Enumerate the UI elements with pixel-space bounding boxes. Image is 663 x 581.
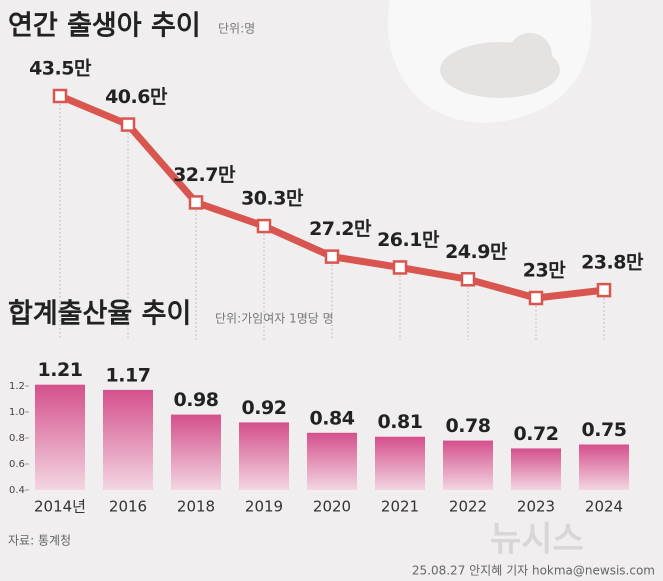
- value-label: 32.7만: [173, 164, 236, 186]
- credit: 25.08.27 안지혜 기자 hokma@newsis.com: [412, 564, 655, 578]
- illustration: [388, 0, 592, 123]
- bar: [307, 432, 357, 490]
- value-label: 40.6만: [105, 86, 168, 108]
- x-tick-label: 2022: [449, 498, 487, 516]
- value-label: 26.1만: [377, 229, 440, 251]
- marker: [52, 88, 68, 104]
- x-tick-label: 2021: [381, 498, 419, 516]
- value-label: 0.92: [242, 397, 287, 419]
- marker: [460, 272, 476, 287]
- bar: [35, 384, 85, 490]
- value-label: 1.17: [106, 364, 151, 386]
- marker: [392, 260, 408, 275]
- value-label: 0.84: [310, 407, 355, 429]
- bar: [239, 422, 289, 490]
- unit-label: 단위:명: [218, 22, 255, 36]
- value-label: 24.9만: [445, 241, 508, 263]
- value-label: 30.3만: [241, 188, 304, 210]
- value-label: 23만: [523, 260, 566, 282]
- value-label: 0.72: [514, 423, 559, 445]
- value-label: 0.98: [174, 389, 219, 411]
- marker: [188, 195, 204, 210]
- marker: [528, 290, 544, 306]
- marker: [256, 218, 272, 234]
- bar: [443, 440, 493, 490]
- y-tick-label: 0.4: [9, 485, 25, 496]
- y-tick-label: 0.8: [9, 433, 25, 444]
- bar: [579, 444, 629, 490]
- chart-title: 합계출산율 추이: [8, 299, 191, 330]
- x-tick-label: 2023: [517, 498, 555, 516]
- value-label: 23.8만: [581, 252, 644, 274]
- y-tick-label: 1.2: [9, 381, 25, 392]
- x-tick-label: 2014년: [34, 498, 86, 516]
- source: 자료: 통계청: [8, 534, 71, 548]
- x-tick-label: 2016: [109, 498, 147, 516]
- chart-title: 연간 출생아 추이: [8, 11, 201, 42]
- bar: [511, 448, 561, 490]
- value-label: 0.81: [378, 411, 423, 433]
- value-label: 27.2만: [309, 218, 372, 240]
- unit-label: 단위:가임여자 1명당 명: [215, 312, 334, 326]
- x-tick-label: 2020: [313, 498, 351, 516]
- marker: [324, 249, 340, 264]
- value-label: 0.75: [582, 419, 627, 441]
- bar: [171, 414, 221, 490]
- bar: [103, 389, 153, 490]
- marker: [120, 117, 136, 132]
- bar: [375, 436, 425, 490]
- y-tick-label: 1.0: [9, 407, 25, 418]
- value-label: 43.5만: [29, 58, 92, 80]
- x-tick-label: 2019: [245, 498, 283, 516]
- y-tick-label: 0.6: [9, 459, 25, 470]
- watermark: 뉴시스: [490, 520, 584, 560]
- x-tick-label: 2024: [585, 498, 623, 516]
- value-label: 0.78: [446, 415, 491, 437]
- value-label: 1.21: [38, 359, 83, 381]
- x-tick-label: 2018: [177, 498, 215, 516]
- marker: [596, 282, 612, 298]
